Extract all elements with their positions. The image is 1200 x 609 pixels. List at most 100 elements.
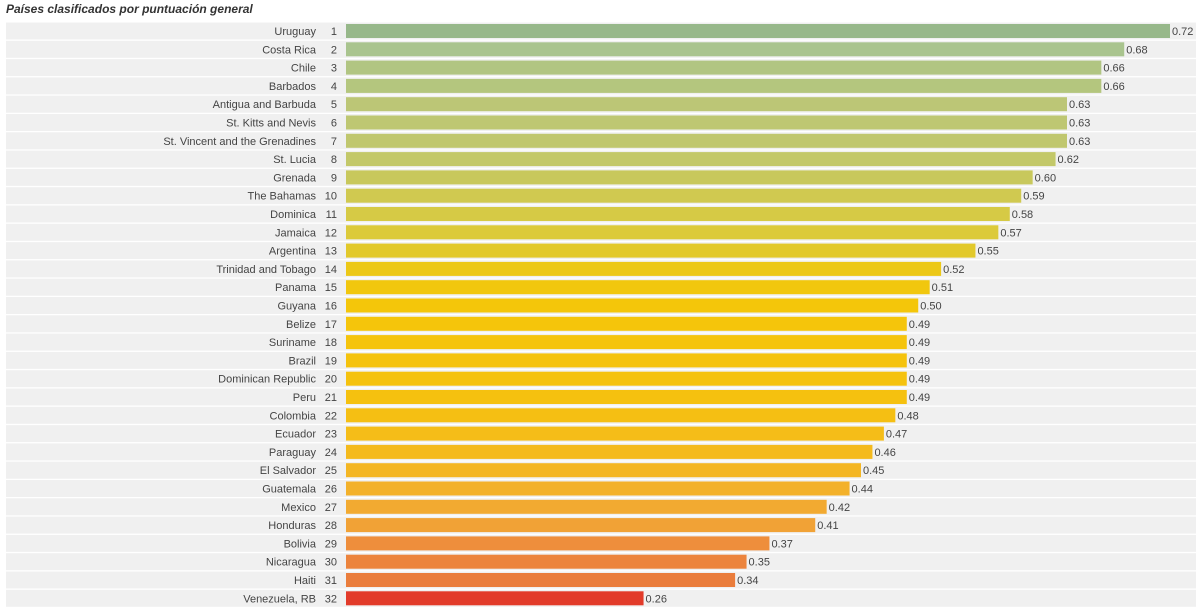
- bar: [346, 536, 770, 551]
- country-label: Dominica: [270, 209, 317, 221]
- rank-label: 27: [325, 502, 337, 514]
- country-label: Belize: [286, 319, 316, 331]
- bar: [346, 133, 1067, 148]
- value-label: 0.58: [1012, 209, 1033, 221]
- value-label: 0.26: [646, 593, 667, 605]
- country-label: Ecuador: [275, 429, 316, 441]
- value-label: 0.35: [749, 557, 770, 569]
- country-label: Panama: [275, 282, 317, 294]
- rank-label: 15: [325, 282, 337, 294]
- value-label: 0.49: [909, 319, 930, 331]
- bar: [346, 152, 1056, 167]
- country-label: The Bahamas: [248, 191, 317, 203]
- country-label: Colombia: [270, 410, 317, 422]
- value-label: 0.62: [1058, 154, 1079, 166]
- bar: [346, 78, 1102, 93]
- value-label: 0.55: [977, 246, 998, 258]
- country-label: Antigua and Barbuda: [213, 99, 317, 111]
- rank-label: 31: [325, 575, 337, 587]
- bar: [346, 24, 1170, 38]
- rank-label: 10: [325, 191, 337, 203]
- bar: [346, 390, 907, 404]
- bar: [346, 60, 1102, 75]
- country-label: Grenada: [273, 172, 317, 184]
- value-label: 0.49: [909, 355, 930, 367]
- country-label: Mexico: [281, 502, 316, 514]
- bar: [346, 97, 1067, 112]
- country-label: St. Lucia: [273, 154, 317, 166]
- country-label: Paraguay: [269, 447, 317, 459]
- value-label: 0.44: [852, 484, 873, 496]
- bar: [346, 518, 816, 533]
- value-label: 0.59: [1023, 191, 1044, 203]
- country-label: St. Vincent and the Grenadines: [163, 136, 316, 148]
- value-label: 0.68: [1126, 44, 1147, 56]
- country-label: Guyana: [277, 301, 316, 313]
- rank-label: 11: [326, 209, 337, 221]
- value-label: 0.63: [1069, 99, 1090, 111]
- rank-label: 26: [325, 484, 337, 496]
- country-label: Costa Rica: [262, 44, 317, 56]
- rank-label: 16: [325, 301, 337, 313]
- value-label: 0.47: [886, 429, 907, 441]
- rank-label: 23: [325, 429, 337, 441]
- bar: [346, 444, 873, 459]
- value-label: 0.60: [1035, 172, 1056, 184]
- value-label: 0.50: [920, 301, 941, 313]
- value-label: 0.63: [1069, 136, 1090, 148]
- rank-label: 7: [331, 136, 337, 148]
- country-label: Bolivia: [284, 538, 317, 550]
- bar: [346, 481, 850, 496]
- value-label: 0.66: [1103, 63, 1124, 75]
- rank-label: 17: [325, 319, 337, 331]
- rank-label: 5: [331, 99, 337, 111]
- bar: [346, 170, 1033, 185]
- bar: [346, 371, 907, 386]
- country-label: Chile: [291, 63, 316, 75]
- value-label: 0.34: [737, 575, 758, 587]
- value-label: 0.57: [1000, 227, 1021, 239]
- bar: [346, 298, 919, 313]
- rank-label: 12: [325, 227, 337, 239]
- bar: [346, 591, 644, 606]
- rank-label: 1: [331, 26, 337, 38]
- value-label: 0.48: [897, 410, 918, 422]
- rank-label: 20: [325, 374, 337, 386]
- bar: [346, 243, 976, 258]
- rank-label: 24: [325, 447, 337, 459]
- bar: [346, 499, 827, 514]
- bar: [346, 554, 747, 569]
- rank-label: 8: [331, 154, 337, 166]
- bar: [346, 408, 896, 423]
- value-label: 0.49: [909, 337, 930, 349]
- country-label: Jamaica: [275, 227, 317, 239]
- rank-label: 30: [325, 557, 337, 569]
- rank-label: 14: [325, 264, 337, 276]
- bar: [346, 225, 999, 240]
- rank-label: 29: [325, 538, 337, 550]
- value-label: 0.52: [943, 264, 964, 276]
- bar: [346, 115, 1067, 130]
- bar: [346, 463, 861, 478]
- bar: [346, 573, 736, 587]
- value-label: 0.66: [1103, 81, 1124, 93]
- value-label: 0.51: [932, 282, 953, 294]
- rank-label: 28: [325, 520, 337, 532]
- bar: [346, 335, 907, 350]
- bar: [346, 207, 1010, 221]
- value-label: 0.45: [863, 465, 884, 477]
- country-label: Suriname: [269, 337, 316, 349]
- value-label: 0.41: [817, 520, 838, 532]
- country-label: Uruguay: [274, 26, 316, 38]
- value-label: 0.72: [1172, 26, 1193, 38]
- country-label: Brazil: [288, 355, 316, 367]
- country-label: Barbados: [269, 81, 317, 93]
- rank-label: 3: [331, 63, 337, 75]
- country-label: El Salvador: [260, 465, 317, 477]
- rank-label: 13: [325, 246, 337, 258]
- bar: [346, 42, 1125, 57]
- rank-label: 19: [325, 355, 337, 367]
- rank-label: 21: [325, 392, 337, 404]
- rank-label: 18: [325, 337, 337, 349]
- country-label: Peru: [293, 392, 316, 404]
